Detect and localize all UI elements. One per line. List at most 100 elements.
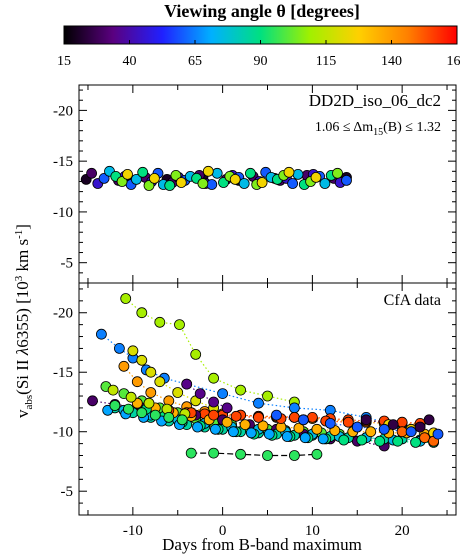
observed-point bbox=[378, 423, 390, 435]
cfa-label: CfA data bbox=[384, 292, 441, 309]
x-axis-title: Days from B-band maximum bbox=[162, 535, 362, 554]
y-tick-label: -20 bbox=[53, 103, 73, 119]
model-point bbox=[164, 180, 176, 191]
model-point bbox=[283, 166, 295, 178]
sn-curve bbox=[125, 298, 295, 403]
sn-curve bbox=[186, 383, 228, 409]
model-point bbox=[170, 169, 182, 181]
observed-point bbox=[154, 376, 166, 388]
observed-point bbox=[342, 416, 354, 428]
x-tick-label: 10 bbox=[305, 523, 320, 539]
observed-point bbox=[410, 436, 422, 448]
colorbar-tick-label: 140 bbox=[381, 54, 402, 69]
observed-point bbox=[432, 428, 444, 440]
observed-point bbox=[297, 414, 309, 426]
observed-point bbox=[387, 419, 399, 431]
observed-point bbox=[136, 407, 148, 419]
observed-point bbox=[351, 421, 363, 433]
y-axis-title: vabs(Si II λ6355) [103 km s-1] bbox=[13, 224, 35, 418]
observed-point bbox=[208, 447, 220, 459]
observed-point bbox=[423, 414, 435, 426]
model-point bbox=[319, 178, 331, 189]
observed-point bbox=[136, 354, 148, 366]
x-tick-label: 0 bbox=[219, 523, 227, 539]
observed-point bbox=[149, 409, 161, 421]
x-tick-label: 20 bbox=[395, 523, 410, 539]
colorbar-ticks: 15 40 65 90 115 140 165 bbox=[57, 40, 460, 69]
observed-point bbox=[176, 414, 188, 426]
observed-point bbox=[192, 421, 203, 433]
colorbar-tick-label: 165 bbox=[447, 54, 460, 69]
model-point bbox=[292, 168, 304, 180]
observed-point bbox=[299, 432, 311, 444]
observed-point bbox=[414, 421, 426, 433]
y-tick-label: -10 bbox=[53, 205, 73, 221]
model-point bbox=[143, 180, 155, 191]
observed-point bbox=[154, 316, 166, 328]
colorbar: Viewing angle θ [degrees] 15 40 65 90 115 140… bbox=[57, 1, 460, 69]
observed-point bbox=[253, 411, 264, 423]
model-point bbox=[197, 178, 209, 189]
observed-point bbox=[288, 450, 300, 461]
observed-point bbox=[217, 388, 229, 400]
observed-point bbox=[239, 419, 251, 431]
observed-point bbox=[262, 390, 273, 402]
model-point bbox=[287, 178, 299, 189]
observed-point bbox=[306, 411, 318, 423]
model-point bbox=[175, 177, 187, 188]
model-point bbox=[116, 176, 128, 187]
colorbar-tick-label: 115 bbox=[316, 54, 336, 69]
observed-point bbox=[107, 384, 119, 396]
model-point bbox=[229, 173, 241, 185]
y-tick-label: -10 bbox=[53, 425, 73, 441]
model-point bbox=[148, 172, 160, 184]
top-panel-axes: -5 -10 -15 -20 bbox=[53, 85, 456, 283]
observed-point bbox=[396, 426, 408, 438]
top-panel: -5 -10 -15 -20 DD2D_iso_06_dc2 1.06 ≤ Δm15(… bbox=[53, 84, 457, 284]
observed-point bbox=[190, 348, 202, 360]
observed-point bbox=[235, 448, 247, 460]
observed-point bbox=[194, 388, 206, 400]
observed-point bbox=[230, 410, 242, 422]
colorbar-tick-label: 40 bbox=[123, 54, 137, 69]
observed-point bbox=[114, 342, 125, 354]
observed-point bbox=[209, 423, 221, 435]
observed-point bbox=[122, 403, 134, 415]
observed-point bbox=[262, 450, 273, 461]
dm15-annotation: 1.06 ≤ Δm15(B) ≤ 1.32 bbox=[315, 120, 441, 138]
observed-point bbox=[221, 416, 233, 428]
model-point bbox=[341, 174, 352, 186]
observed-point bbox=[131, 376, 143, 388]
model-point bbox=[137, 166, 149, 178]
observed-point bbox=[136, 307, 148, 319]
colorbar-title: Viewing angle θ [degrees] bbox=[164, 1, 360, 21]
observed-point bbox=[185, 447, 197, 459]
observed-point bbox=[127, 345, 139, 357]
observed-point bbox=[293, 422, 305, 434]
colorbar-tick-label: 90 bbox=[254, 54, 268, 69]
model-point bbox=[122, 168, 133, 180]
observed-point bbox=[109, 400, 121, 411]
observed-point bbox=[172, 387, 184, 398]
y-tick-label: -15 bbox=[53, 365, 73, 381]
observed-point bbox=[288, 411, 300, 423]
x-tick-label: -10 bbox=[123, 523, 143, 539]
observed-point bbox=[208, 396, 220, 408]
model-point bbox=[130, 173, 142, 185]
model-point bbox=[256, 177, 268, 188]
observed-point bbox=[338, 434, 350, 446]
observed-point bbox=[125, 391, 137, 403]
observed-point bbox=[208, 372, 220, 384]
observed-point bbox=[396, 416, 408, 428]
bottom-panel-axes: -5 -10 -15 -20 -10 0 10 20 bbox=[53, 283, 456, 539]
observed-point bbox=[221, 402, 233, 414]
y-tick-label: -20 bbox=[53, 306, 73, 322]
top-panel-points bbox=[80, 165, 352, 191]
observed-point bbox=[356, 434, 368, 446]
y-tick-label: -5 bbox=[61, 484, 74, 500]
observed-point bbox=[311, 423, 323, 435]
observed-point bbox=[392, 435, 404, 447]
observed-point bbox=[181, 378, 193, 390]
observed-point bbox=[87, 395, 98, 407]
